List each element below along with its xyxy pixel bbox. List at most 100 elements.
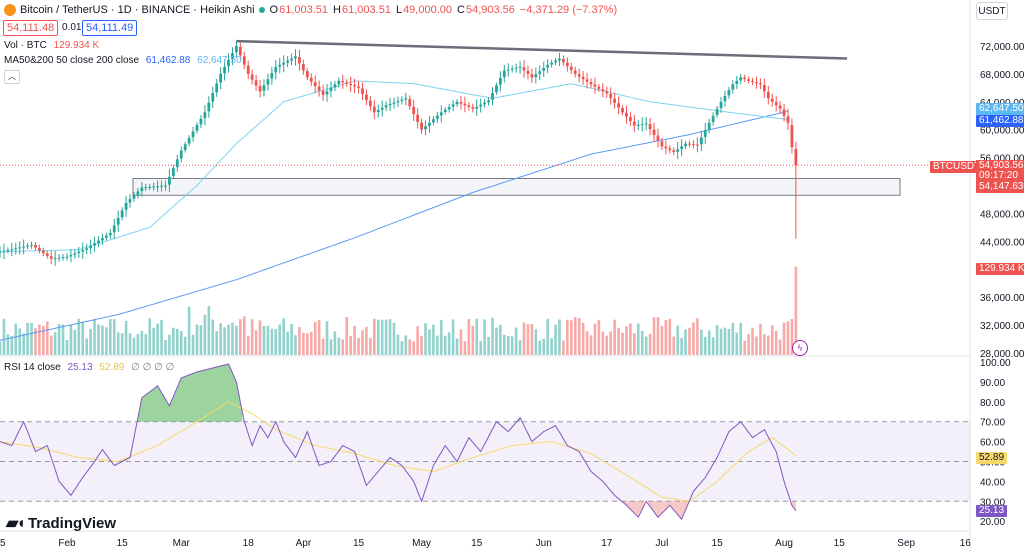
volume-bar bbox=[246, 335, 250, 355]
volume-bar bbox=[384, 319, 388, 355]
volume-bar bbox=[518, 340, 522, 355]
volume-bar bbox=[743, 340, 746, 355]
candle-body bbox=[329, 87, 333, 91]
ask-box[interactable]: 54,111.49 bbox=[82, 20, 138, 36]
candle-body bbox=[455, 101, 459, 105]
rsi-tick-label: 30.00 bbox=[980, 497, 1005, 508]
volume-bar bbox=[558, 319, 561, 355]
volume-bar bbox=[613, 319, 616, 355]
volume-bar bbox=[751, 328, 754, 355]
volume-bar bbox=[703, 336, 707, 355]
candle-body bbox=[301, 64, 305, 71]
candle-body bbox=[250, 74, 254, 80]
candle-body bbox=[459, 101, 463, 104]
candle-body bbox=[625, 112, 628, 117]
volume-bar bbox=[538, 340, 542, 355]
time-tick-label: 16 bbox=[960, 538, 972, 549]
volume-bar bbox=[341, 339, 345, 355]
symbol-title[interactable]: Bitcoin / TetherUS · 1D · BINANCE · Heik… bbox=[20, 4, 255, 16]
time-tick-label: 15 bbox=[471, 538, 483, 549]
candle-body bbox=[104, 235, 108, 238]
candle-body bbox=[30, 244, 33, 246]
candle-body bbox=[790, 125, 794, 148]
candle-body bbox=[345, 82, 349, 84]
candle-body bbox=[262, 85, 266, 91]
candle-body bbox=[235, 46, 238, 53]
candle-body bbox=[337, 80, 341, 85]
currency-button[interactable]: USDT bbox=[976, 2, 1008, 20]
volume-bar bbox=[609, 331, 612, 355]
volume-bar bbox=[439, 319, 443, 355]
change-value: −4,371.29 (−7.37%) bbox=[519, 4, 618, 16]
volume-bar bbox=[81, 321, 85, 355]
volume-bar bbox=[89, 328, 92, 355]
high-label: H bbox=[333, 4, 341, 16]
spread-value: 0.01 bbox=[62, 22, 82, 33]
candle-body bbox=[286, 60, 290, 63]
rsi-oversold-fill bbox=[791, 501, 796, 511]
volume-bar bbox=[179, 331, 183, 355]
candle-body bbox=[471, 107, 475, 109]
candle-body bbox=[727, 90, 731, 96]
candle-body bbox=[34, 245, 37, 248]
candle-body bbox=[439, 112, 443, 116]
volume-bar bbox=[176, 328, 179, 355]
time-tick-label: 15 bbox=[834, 538, 846, 549]
collapse-legend-icon[interactable]: ︿ bbox=[4, 70, 20, 84]
volume-bar bbox=[767, 335, 770, 355]
volume-bar bbox=[700, 329, 703, 355]
bolt-icon[interactable]: ϟ bbox=[792, 340, 808, 356]
candle-body bbox=[747, 79, 750, 81]
volume-bar bbox=[215, 331, 218, 355]
candle-body bbox=[341, 81, 345, 83]
candle-body bbox=[73, 253, 77, 255]
volume-bar bbox=[45, 321, 49, 355]
volume-bar bbox=[573, 317, 577, 355]
candle-body bbox=[144, 187, 148, 189]
volume-legend[interactable]: Vol · BTC 129.934 K bbox=[4, 40, 99, 51]
candle-body bbox=[510, 68, 514, 70]
candle-body bbox=[207, 102, 211, 112]
rsi-legend[interactable]: RSI 14 close 25.13 52.89 ∅ ∅ ∅ ∅ bbox=[4, 362, 174, 373]
candle-body bbox=[786, 116, 790, 123]
time-tick-label: Aug bbox=[775, 538, 793, 549]
volume-legend-value: 129.934 K bbox=[53, 40, 100, 51]
volume-bar bbox=[160, 319, 163, 355]
volume-bar bbox=[365, 326, 368, 355]
candle-body bbox=[156, 186, 159, 188]
volume-bar bbox=[353, 325, 356, 355]
candle-body bbox=[388, 103, 392, 106]
high-value: 61,003.51 bbox=[342, 4, 391, 16]
candle-body bbox=[554, 60, 557, 63]
last-price-block: 54,903.56 09:17:20 bbox=[976, 160, 1024, 182]
rsi-legend-icons: ∅ ∅ ∅ ∅ bbox=[131, 362, 175, 373]
candle-body bbox=[711, 115, 715, 123]
candle-body bbox=[562, 58, 565, 63]
candle-body bbox=[672, 150, 676, 153]
candle-body bbox=[755, 82, 758, 84]
candle-body bbox=[349, 83, 353, 86]
volume-bar bbox=[42, 325, 45, 355]
volume-bar bbox=[412, 341, 415, 355]
candle-body bbox=[223, 66, 226, 74]
close-label: C bbox=[457, 4, 465, 16]
time-tick-label: Mar bbox=[173, 538, 191, 549]
volume-bar bbox=[207, 306, 211, 355]
candle-body bbox=[581, 76, 585, 80]
bid-box[interactable]: 54,111.48 bbox=[3, 20, 59, 36]
volume-bar bbox=[432, 324, 435, 355]
ma-legend[interactable]: MA50&200 50 close 200 close 61,462.88 62… bbox=[4, 55, 242, 66]
volume-bar bbox=[376, 319, 380, 355]
volume-bar bbox=[22, 333, 25, 355]
time-tick-label: Sep bbox=[897, 538, 915, 549]
time-tick-label: 18 bbox=[243, 538, 255, 549]
candle-body bbox=[270, 73, 274, 79]
candle-body bbox=[621, 108, 624, 113]
volume-bar bbox=[26, 322, 29, 355]
rsi-legend-label: RSI 14 close bbox=[4, 362, 61, 373]
volume-bar bbox=[195, 324, 199, 355]
candle-body bbox=[152, 186, 156, 188]
volume-bar bbox=[443, 335, 447, 355]
price-tick-label: 68,000.00 bbox=[980, 70, 1024, 81]
